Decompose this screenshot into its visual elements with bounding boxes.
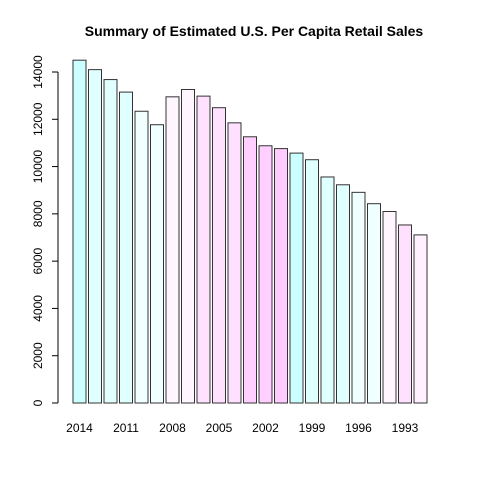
- bar-1998: [320, 176, 335, 404]
- y-tick-label: 14000: [31, 55, 45, 89]
- bar-2002: [258, 145, 273, 404]
- bar-2006: [196, 95, 211, 404]
- y-tick-label: 4000: [31, 295, 45, 322]
- chart-title: Summary of Estimated U.S. Per Capita Ret…: [85, 23, 424, 39]
- y-tick-label: 8000: [31, 200, 45, 227]
- y-axis: 0 2000 4000 6000 8000 10000 12000 14000: [31, 55, 59, 406]
- bar-2011: [119, 91, 133, 404]
- x-tick-label: 1996: [345, 421, 372, 435]
- bar-2003: [243, 136, 257, 404]
- bar-2008: [165, 96, 180, 404]
- y-tick-label: 2000: [31, 342, 45, 369]
- x-tick-label: 2011: [113, 421, 139, 435]
- x-tick-label: 2002: [252, 421, 279, 435]
- y-tick-label: 6000: [31, 247, 45, 274]
- bar-2001: [274, 148, 288, 404]
- x-tick-label: 2014: [66, 421, 93, 435]
- bar-1997: [336, 184, 350, 404]
- y-tick-label: 10000: [31, 150, 45, 184]
- x-tick-label: 1999: [299, 421, 326, 435]
- bar-2014: [72, 59, 87, 404]
- bar-1994: [382, 210, 397, 404]
- x-tick-label: 2008: [159, 421, 186, 435]
- y-tick-label: 12000: [31, 102, 45, 136]
- bar-2010: [134, 110, 149, 404]
- y-tick-label: 0: [31, 399, 45, 406]
- bar-2012: [103, 79, 118, 404]
- bar-2009: [150, 124, 164, 404]
- x-axis-labels: 2014 2011 2008 2005 2002 1999 1996 1993: [66, 421, 419, 435]
- bars: [72, 59, 428, 404]
- x-tick-label: 1993: [392, 421, 419, 435]
- bar-1993: [398, 224, 412, 404]
- bar-1995: [367, 203, 381, 404]
- bar-1996: [351, 191, 366, 404]
- x-tick-label: 2005: [206, 421, 233, 435]
- bar-2007: [181, 88, 195, 404]
- bar-1992: [413, 234, 428, 404]
- bar-2013: [88, 69, 102, 404]
- bar-2000: [289, 152, 304, 404]
- bar-2004: [227, 122, 242, 404]
- bar-2005: [212, 107, 226, 404]
- bar-1999: [305, 159, 319, 404]
